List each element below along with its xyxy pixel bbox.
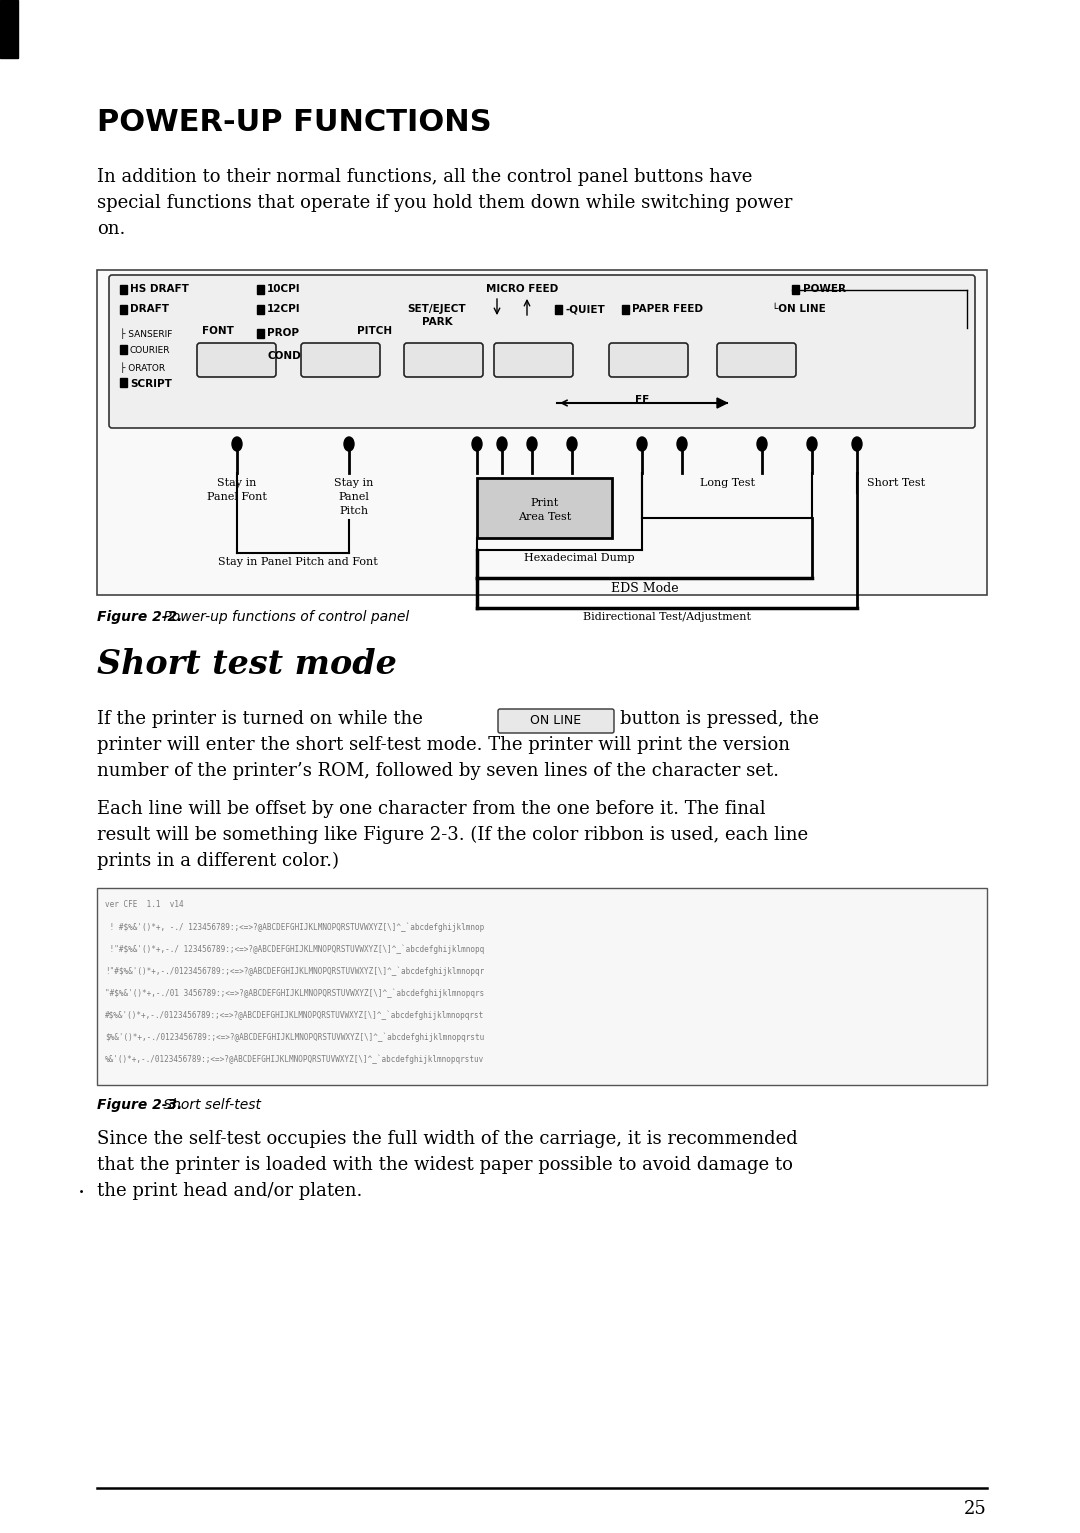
Bar <box>97 888 987 1085</box>
Text: printer will enter the short self-test mode. The printer will print the version: printer will enter the short self-test m… <box>97 736 789 754</box>
Text: prints in a different color.): prints in a different color.) <box>97 852 339 871</box>
Ellipse shape <box>637 437 647 451</box>
Text: FF: FF <box>635 396 649 405</box>
Ellipse shape <box>852 437 862 451</box>
Ellipse shape <box>527 437 537 451</box>
Text: POWER: POWER <box>804 284 846 294</box>
Text: Short test mode: Short test mode <box>97 648 396 681</box>
Text: DRAFT: DRAFT <box>130 304 168 314</box>
Text: EDS Mode: EDS Mode <box>610 583 678 595</box>
Text: ver CFE  1.1  v14: ver CFE 1.1 v14 <box>105 900 184 909</box>
Text: Figure 2-3.: Figure 2-3. <box>97 1098 183 1111</box>
Text: Area Test: Area Test <box>518 512 571 523</box>
Bar <box>120 379 127 388</box>
Text: 25: 25 <box>964 1499 987 1518</box>
Bar <box>120 345 127 354</box>
Ellipse shape <box>345 437 354 451</box>
Text: Hexadecimal Dump: Hexadecimal Dump <box>524 553 635 563</box>
Text: special functions that operate if you hold them down while switching power: special functions that operate if you ho… <box>97 195 793 212</box>
Text: ! #$%&'()*+, -./ 123456789:;<=>?@ABCDEFGHIJKLMNOPQRSTUVWXYZ[\]^_`abcdefghijklmno: ! #$%&'()*+, -./ 123456789:;<=>?@ABCDEFG… <box>105 923 484 932</box>
Text: Stay in: Stay in <box>335 478 374 487</box>
Text: !"#$%&'()*+,-./ 123456789:;<=>?@ABCDEFGHIJKLMNOPQRSTUVWXYZ[\]^_`abcdefghijklmnop: !"#$%&'()*+,-./ 123456789:;<=>?@ABCDEFGH… <box>105 944 484 954</box>
Text: 10CPI: 10CPI <box>267 284 300 294</box>
Ellipse shape <box>757 437 767 451</box>
Bar <box>120 285 127 294</box>
FancyBboxPatch shape <box>197 343 276 377</box>
FancyBboxPatch shape <box>494 343 573 377</box>
Bar <box>477 478 612 538</box>
Text: Each line will be offset by one character from the one before it. The final: Each line will be offset by one characte… <box>97 800 766 819</box>
Bar <box>555 305 562 314</box>
Text: Pitch: Pitch <box>339 506 368 517</box>
Text: #$%&'()*+,-./0123456789:;<=>?@ABCDEFGHIJKLMNOPQRSTUVWXYZ[\]^_`abcdefghijklmnopqr: #$%&'()*+,-./0123456789:;<=>?@ABCDEFGHIJ… <box>105 1010 484 1019</box>
Polygon shape <box>717 399 727 408</box>
Text: Figure 2-2.: Figure 2-2. <box>97 610 183 624</box>
Ellipse shape <box>567 437 577 451</box>
Text: the print head and/or platen.: the print head and/or platen. <box>97 1182 363 1200</box>
Text: on.: on. <box>97 221 125 238</box>
Bar <box>257 285 264 294</box>
Text: PAPER FEED: PAPER FEED <box>632 304 702 314</box>
Ellipse shape <box>472 437 482 451</box>
Text: ├ SANSERIF: ├ SANSERIF <box>120 328 173 339</box>
Text: Short Test: Short Test <box>867 478 926 487</box>
Text: PITCH: PITCH <box>357 327 392 336</box>
Text: COURIER: COURIER <box>130 346 171 356</box>
Text: Panel Font: Panel Font <box>207 492 267 501</box>
Text: result will be something like Figure 2-3. (If the color ribbon is used, each lin: result will be something like Figure 2-3… <box>97 826 808 845</box>
Text: that the printer is loaded with the widest paper possible to avoid damage to: that the printer is loaded with the wide… <box>97 1156 793 1174</box>
Text: Stay in Panel Pitch and Font: Stay in Panel Pitch and Font <box>218 556 378 567</box>
Bar <box>792 285 799 294</box>
Ellipse shape <box>807 437 816 451</box>
Text: 12CPI: 12CPI <box>267 304 300 314</box>
Text: Print: Print <box>530 498 558 507</box>
Text: %&'()*+,-./0123456789:;<=>?@ABCDEFGHIJKLMNOPQRSTUVWXYZ[\]^_`abcdefghijklmnopqrst: %&'()*+,-./0123456789:;<=>?@ABCDEFGHIJKL… <box>105 1055 484 1064</box>
Ellipse shape <box>232 437 242 451</box>
Text: number of the printer’s ROM, followed by seven lines of the character set.: number of the printer’s ROM, followed by… <box>97 762 779 780</box>
Text: FONT: FONT <box>202 327 234 336</box>
Text: MICRO FEED: MICRO FEED <box>486 284 558 294</box>
Text: Panel: Panel <box>338 492 369 501</box>
Text: Short self-test: Short self-test <box>159 1098 261 1111</box>
Text: COND: COND <box>267 351 300 360</box>
FancyBboxPatch shape <box>717 343 796 377</box>
Text: button is pressed, the: button is pressed, the <box>620 710 819 728</box>
Text: SCRIPT: SCRIPT <box>130 379 172 389</box>
Text: SET/EJECT: SET/EJECT <box>407 304 467 314</box>
Text: Long Test: Long Test <box>700 478 755 487</box>
Bar <box>120 305 127 314</box>
Text: "#$%&'()*+,-./01 3456789:;<=>?@ABCDEFGHIJKLMNOPQRSTUVWXYZ[\]^_`abcdefghijklmnopq: "#$%&'()*+,-./01 3456789:;<=>?@ABCDEFGHI… <box>105 989 484 998</box>
Text: Since the self-test occupies the full width of the carriage, it is recommended: Since the self-test occupies the full wi… <box>97 1130 798 1148</box>
Bar <box>97 270 987 595</box>
Text: If the printer is turned on while the: If the printer is turned on while the <box>97 710 423 728</box>
Text: In addition to their normal functions, all the control panel buttons have: In addition to their normal functions, a… <box>97 169 753 185</box>
Text: ├ ORATOR: ├ ORATOR <box>120 362 165 373</box>
Ellipse shape <box>497 437 507 451</box>
Text: Bidirectional Test/Adjustment: Bidirectional Test/Adjustment <box>583 612 751 622</box>
FancyBboxPatch shape <box>301 343 380 377</box>
Text: POWER-UP FUNCTIONS: POWER-UP FUNCTIONS <box>97 107 491 136</box>
FancyBboxPatch shape <box>404 343 483 377</box>
Text: ·: · <box>78 1182 85 1203</box>
Text: Power-up functions of control panel: Power-up functions of control panel <box>159 610 409 624</box>
Text: !"#$%&'()*+,-./0123456789:;<=>?@ABCDEFGHIJKLMNOPQRSTUVWXYZ[\]^_`abcdefghijklmnop: !"#$%&'()*+,-./0123456789:;<=>?@ABCDEFGH… <box>105 966 484 977</box>
FancyBboxPatch shape <box>609 343 688 377</box>
Bar <box>257 350 264 359</box>
Text: ON LINE: ON LINE <box>530 714 581 728</box>
FancyBboxPatch shape <box>109 274 975 428</box>
Ellipse shape <box>677 437 687 451</box>
Text: $%&'()*+,-./0123456789:;<=>?@ABCDEFGHIJKLMNOPQRSTUVWXYZ[\]^_`abcdefghijklmnopqrs: $%&'()*+,-./0123456789:;<=>?@ABCDEFGHIJK… <box>105 1033 484 1042</box>
Bar <box>257 330 264 339</box>
Text: └ON LINE: └ON LINE <box>772 304 826 314</box>
Text: PARK: PARK <box>421 317 453 327</box>
Text: Stay in: Stay in <box>217 478 257 487</box>
Text: HS DRAFT: HS DRAFT <box>130 284 189 294</box>
Bar <box>0 0 18 58</box>
Text: -QUIET: -QUIET <box>565 304 605 314</box>
Bar <box>622 305 629 314</box>
Text: PROP: PROP <box>267 328 299 337</box>
FancyBboxPatch shape <box>498 708 615 733</box>
Bar <box>257 305 264 314</box>
